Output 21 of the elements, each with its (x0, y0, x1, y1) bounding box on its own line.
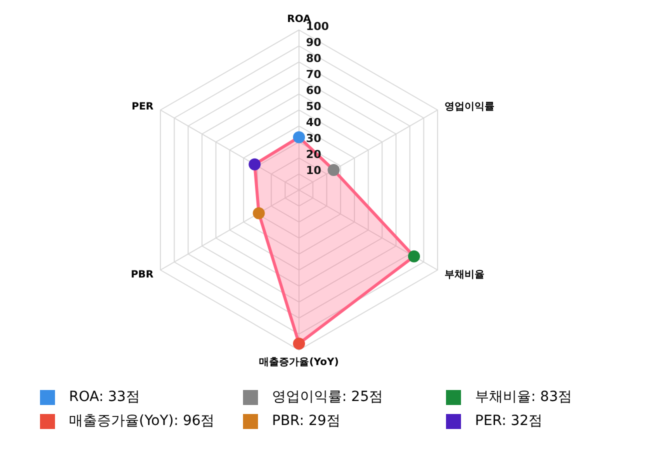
text: PBR: 29점 (272, 412, 340, 430)
y-tick-label: 40 (306, 116, 322, 129)
y-tick-label: 100 (306, 20, 330, 33)
text: 부채비율: 83점 (475, 388, 572, 406)
y-tick-label: 80 (306, 52, 322, 65)
y-tick-label: 50 (306, 100, 322, 113)
y-tick-label: 10 (306, 164, 322, 177)
text: 영업이익률: 25점 (272, 388, 383, 406)
y-tick-label: 30 (306, 132, 322, 145)
spoke-label: PBR (130, 270, 154, 281)
text: ROA: 33점 (69, 388, 140, 406)
y-tick-label: 90 (306, 36, 322, 49)
text: PER: 32점 (475, 412, 543, 430)
y-tick-label: 60 (306, 84, 322, 97)
spoke-label: 영업이익률 (444, 102, 494, 113)
spoke-label: 부채비율 (444, 270, 484, 281)
text: 매출증가율(YoY): 96점 (69, 412, 215, 430)
spoke-label: 매출증가율(YoY) (259, 357, 339, 368)
y-tick-label: 20 (306, 148, 322, 161)
spoke-label: PER (132, 102, 154, 113)
y-tick-label: 70 (306, 68, 322, 81)
